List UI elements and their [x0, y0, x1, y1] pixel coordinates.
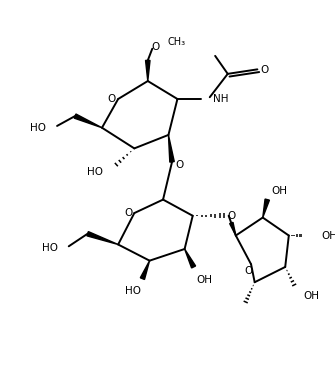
Polygon shape [140, 261, 150, 279]
Text: HO: HO [42, 243, 58, 253]
Polygon shape [263, 199, 269, 218]
Text: OH: OH [196, 274, 212, 285]
Polygon shape [169, 135, 174, 162]
Text: O: O [260, 65, 269, 75]
Polygon shape [145, 60, 150, 81]
Text: NH: NH [213, 94, 229, 104]
Text: O: O [227, 211, 236, 221]
Text: O: O [124, 208, 132, 218]
Text: OH: OH [321, 230, 335, 241]
Text: HO: HO [30, 123, 46, 133]
Text: HO: HO [87, 167, 103, 177]
Polygon shape [229, 222, 236, 236]
Text: O: O [175, 160, 183, 170]
Text: OH: OH [303, 291, 319, 301]
Text: HO: HO [125, 286, 141, 296]
Polygon shape [185, 249, 196, 268]
Text: OH: OH [272, 185, 288, 196]
Text: O: O [152, 42, 160, 52]
Polygon shape [87, 232, 118, 245]
Text: CH₃: CH₃ [168, 36, 186, 47]
Polygon shape [74, 114, 102, 128]
Text: O: O [244, 265, 253, 276]
Text: O: O [108, 94, 116, 104]
